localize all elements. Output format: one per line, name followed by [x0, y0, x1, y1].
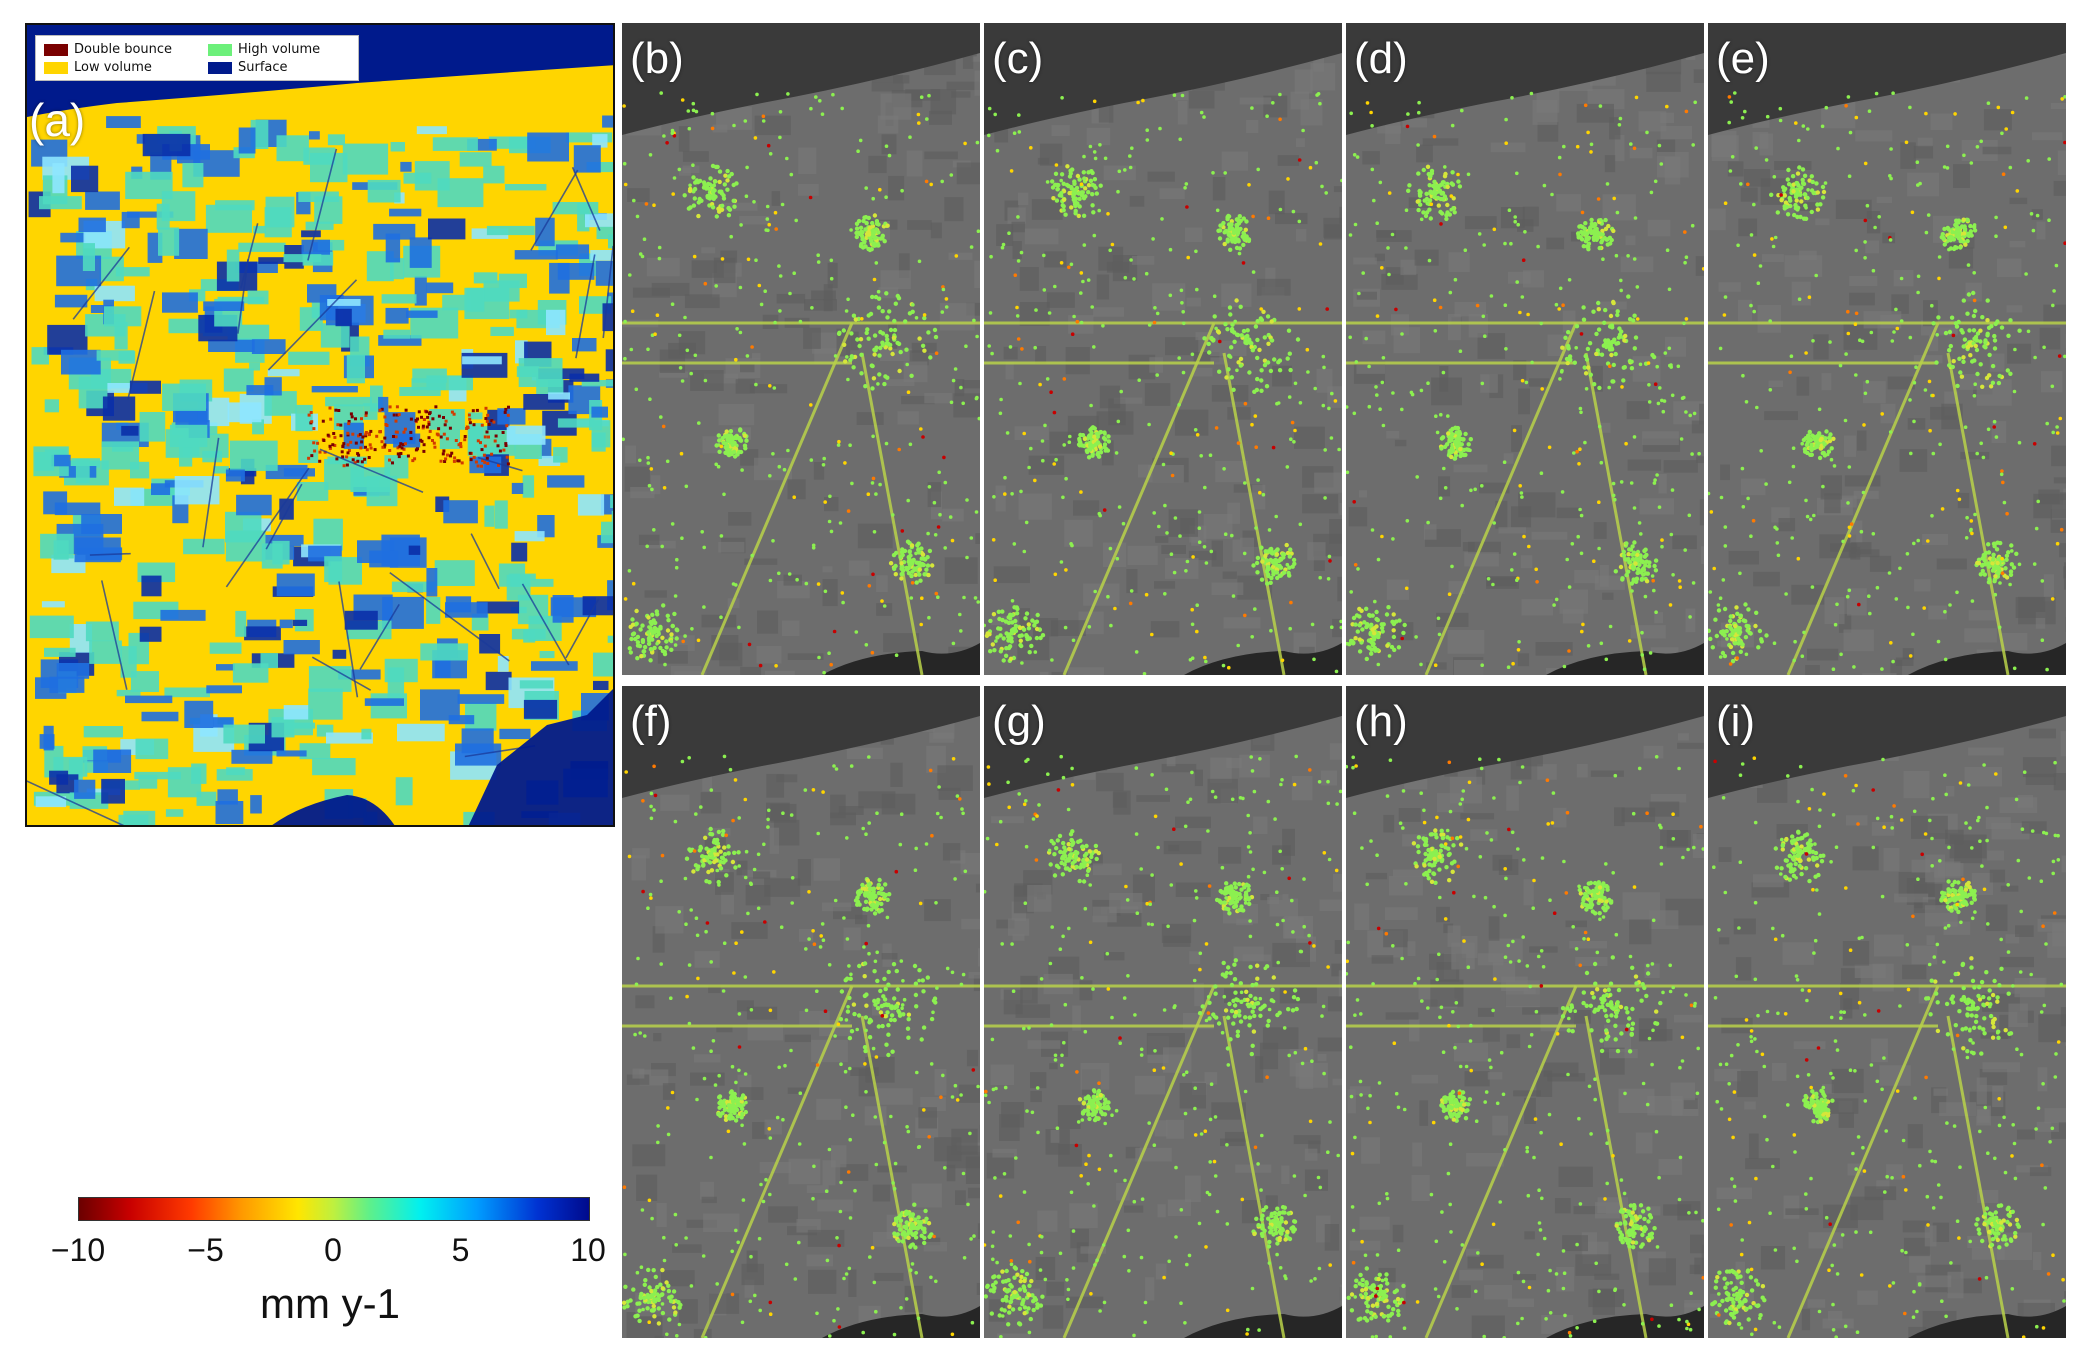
- panel-label-i: (i): [1716, 697, 1756, 746]
- deformation-points: [1346, 23, 1704, 675]
- deformation-map-g: (g): [984, 686, 1342, 1338]
- legend-swatch: [44, 43, 68, 56]
- legend-item-high-volume: High volume: [208, 42, 320, 57]
- classification-map-panel: Double bounce High volume Low volume Sur…: [25, 23, 615, 827]
- colorbar: −10 −5 0 5 10 mm y-1: [51, 1192, 606, 1342]
- legend-item-low-volume: Low volume: [44, 60, 152, 75]
- panel-label-g: (g): [992, 697, 1046, 746]
- colorbar-tick: 10: [570, 1232, 606, 1268]
- colorbar-unit-label: mm y-1: [260, 1280, 400, 1327]
- colorbar-gradient: [78, 1197, 590, 1221]
- deformation-points: [984, 23, 1342, 675]
- classification-map: [27, 25, 613, 825]
- deformation-map-f: (f): [622, 686, 980, 1338]
- deformation-points: [1708, 23, 2066, 675]
- panel-label-h: (h): [1354, 697, 1408, 746]
- legend-label: Double bounce: [74, 42, 173, 57]
- panel-label-d: (d): [1354, 34, 1408, 83]
- legend-item-double-bounce: Double bounce: [44, 42, 172, 57]
- legend-swatch: [208, 43, 232, 56]
- legend-swatch: [208, 61, 232, 74]
- colorbar-tick: 0: [324, 1232, 342, 1268]
- legend-label: High volume: [238, 42, 321, 57]
- panel-label-f: (f): [630, 697, 672, 746]
- classification-legend: Double bounce High volume Low volume Sur…: [35, 35, 359, 81]
- colorbar-tick: 5: [451, 1232, 470, 1268]
- panel-label-b: (b): [630, 34, 684, 83]
- deformation-map-c: (c): [984, 23, 1342, 675]
- colorbar-tick: −10: [50, 1232, 106, 1268]
- deformation-map-d: (d): [1346, 23, 1704, 675]
- legend-item-surface: Surface: [208, 60, 288, 75]
- deformation-points: [984, 686, 1342, 1338]
- legend-label: Surface: [238, 60, 288, 75]
- deformation-map-e: (e): [1708, 23, 2066, 675]
- panel-label-c: (c): [992, 34, 1044, 83]
- deformation-points: [1346, 686, 1704, 1338]
- deformation-map-h: (h): [1346, 686, 1704, 1338]
- legend-label: Low volume: [74, 60, 152, 75]
- panel-label-e: (e): [1716, 34, 1770, 83]
- deformation-points: [622, 686, 980, 1338]
- deformation-map-b: (b): [622, 23, 980, 675]
- deformation-points: [1708, 686, 2066, 1338]
- deformation-map-i: (i): [1708, 686, 2066, 1338]
- legend-swatch: [44, 61, 68, 74]
- deformation-points: [622, 23, 980, 675]
- panel-label-a: (a): [29, 94, 86, 146]
- colorbar-tick: −5: [187, 1232, 224, 1268]
